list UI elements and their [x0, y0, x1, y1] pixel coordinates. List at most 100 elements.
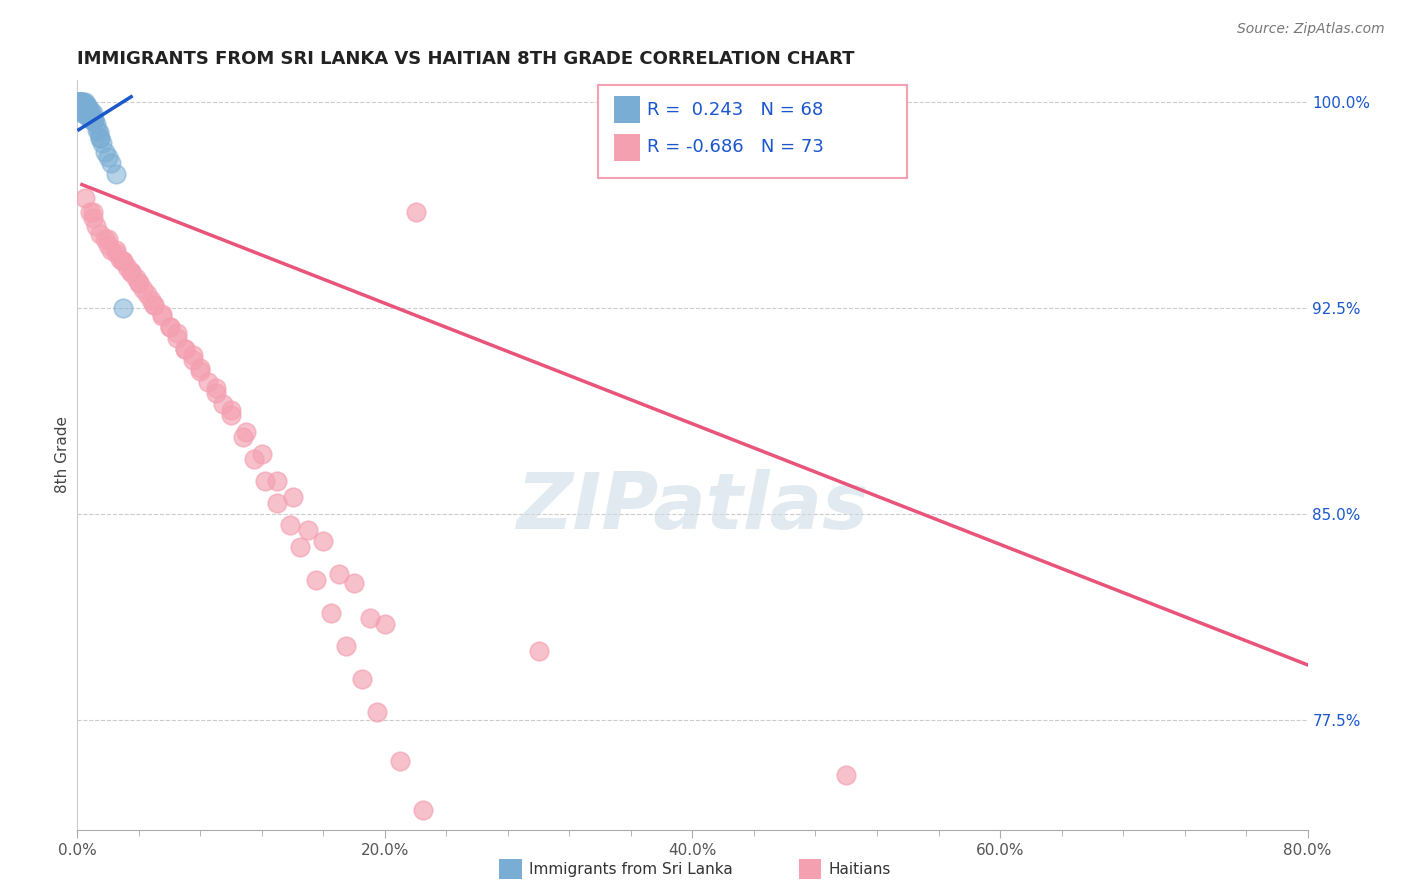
Point [82, 112, 104, 126]
Point [79, 205, 101, 219]
Point [73, 95, 96, 110]
Point [67, 95, 90, 110]
Point [266, 474, 288, 488]
Point [204, 386, 226, 401]
Point [89, 131, 111, 145]
Point [143, 298, 166, 312]
Point [436, 853, 458, 867]
Point [79, 112, 101, 126]
Point [67, 95, 90, 110]
Point [174, 343, 197, 357]
Point [297, 524, 319, 538]
Point [359, 611, 381, 625]
Point [69, 98, 91, 112]
Point [110, 252, 132, 266]
Point [100, 155, 122, 169]
Point [70, 98, 93, 112]
Point [94, 232, 117, 246]
Point [69, 101, 91, 115]
Point [405, 205, 427, 219]
Point [70, 101, 93, 115]
Point [72, 106, 94, 120]
Point [67, 98, 90, 112]
Point [67, 95, 90, 110]
Point [150, 310, 173, 324]
Point [69, 95, 91, 110]
Point [232, 430, 254, 444]
Point [73, 101, 96, 115]
Point [77, 109, 100, 123]
Point [128, 277, 150, 291]
Point [281, 491, 304, 505]
Point [150, 307, 173, 321]
Point [70, 98, 93, 112]
Point [83, 114, 105, 128]
Point [77, 106, 100, 120]
Point [72, 101, 94, 115]
Point [72, 95, 94, 110]
Point [120, 265, 142, 279]
Point [73, 106, 96, 120]
Point [250, 446, 273, 460]
Point [120, 265, 142, 279]
Point [72, 98, 94, 112]
Point [112, 254, 135, 268]
Point [290, 540, 312, 554]
Point [76, 106, 98, 120]
Point [77, 103, 100, 118]
Point [305, 573, 328, 587]
Point [219, 408, 242, 422]
Text: R = -0.686   N = 73: R = -0.686 N = 73 [647, 138, 824, 156]
Point [112, 301, 135, 315]
Point [77, 101, 100, 115]
Point [69, 98, 91, 112]
Point [72, 101, 94, 115]
Point [835, 767, 858, 781]
Point [70, 95, 93, 110]
Point [70, 103, 93, 118]
Point [412, 803, 434, 817]
Point [73, 103, 96, 118]
Point [115, 260, 138, 274]
Point [389, 754, 412, 768]
Point [174, 343, 197, 357]
Point [278, 517, 301, 532]
Y-axis label: 8th Grade: 8th Grade [55, 417, 70, 493]
Point [76, 101, 98, 115]
Point [181, 348, 204, 362]
Point [73, 103, 96, 118]
Point [82, 211, 104, 225]
Point [82, 106, 104, 120]
Point [84, 219, 107, 233]
Point [80, 109, 103, 123]
Point [69, 98, 91, 112]
Point [366, 705, 388, 719]
Point [97, 238, 120, 252]
Point [343, 575, 366, 590]
Point [87, 125, 110, 139]
Point [73, 98, 96, 112]
Point [235, 425, 257, 439]
Point [112, 254, 135, 268]
Point [94, 145, 117, 159]
Point [141, 293, 163, 307]
Point [253, 474, 276, 488]
Point [89, 131, 111, 145]
Point [82, 114, 104, 128]
Point [128, 277, 150, 291]
Point [70, 101, 93, 115]
Point [69, 95, 91, 110]
Point [100, 244, 122, 258]
Text: Haitians: Haitians [828, 863, 890, 877]
Text: R =  0.243   N = 68: R = 0.243 N = 68 [647, 101, 823, 119]
Point [76, 106, 98, 120]
Point [70, 98, 93, 112]
Point [135, 287, 157, 301]
Point [70, 103, 93, 118]
Point [243, 452, 266, 467]
Point [70, 106, 93, 120]
Point [80, 106, 103, 120]
Point [197, 375, 219, 389]
Point [104, 246, 127, 260]
Point [72, 98, 94, 112]
